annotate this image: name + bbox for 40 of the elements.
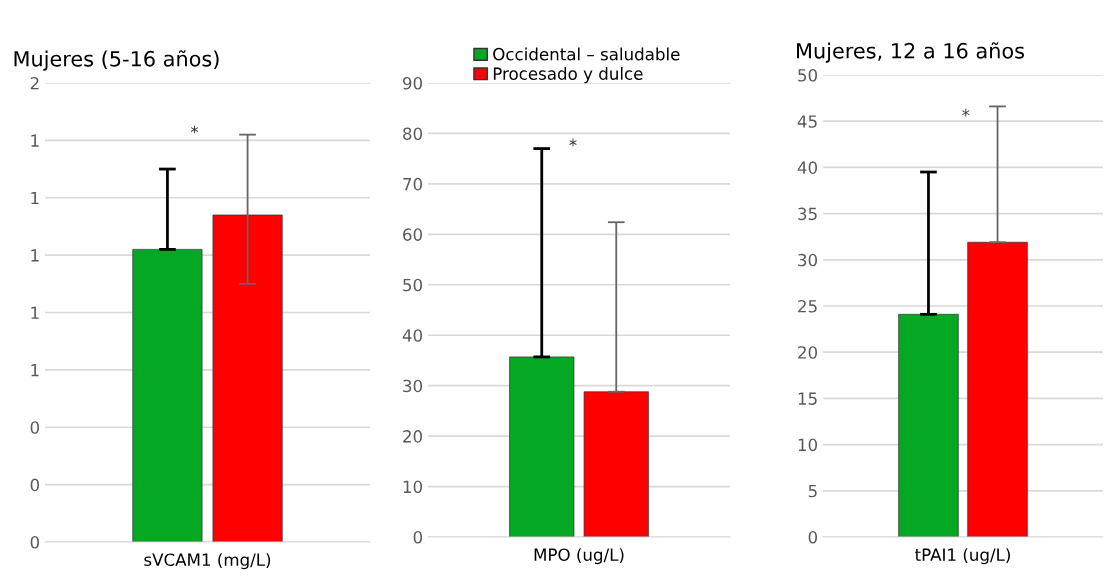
y-tick-label: 5 [808,484,817,498]
y-tick-label: 0 [30,478,40,492]
legend-label: Procesado y dulce [493,67,643,84]
chart-title: Mujeres (5-16 años) [14,50,219,71]
y-tick-label: 45 [797,115,817,128]
y-tick-label: 70 [403,177,423,191]
y-tick-label: 15 [798,392,817,405]
y-tick-label: 10 [403,480,423,494]
y-tick-label: 2 [30,76,39,90]
y-tick-label: 0 [30,421,40,434]
x-tick-label: sVCAM1 (mg/L) [144,553,271,570]
annotation: * [962,108,970,117]
y-tick-label: 40 [797,161,818,174]
y-tick-label: 40 [402,329,423,342]
y-tick-label: 50 [403,278,423,292]
y-tick-label: 20 [403,430,423,443]
legend-label: Occidental – saludable [493,47,680,61]
y-tick-label: 0 [808,530,818,544]
y-tick-label: 50 [798,68,818,82]
y-tick-label: 1 [31,134,39,147]
x-tick-label: MPO (ug/L) [534,548,624,565]
x-tick-label: tPAI1 (ug/L) [915,548,1010,565]
y-tick-label: 20 [798,346,818,359]
y-tick-label: 0 [30,535,40,549]
y-tick-label: 1 [31,364,39,377]
annotation: * [190,125,199,134]
y-tick-label: 1 [31,306,39,319]
y-tick-label: 35 [798,207,817,221]
y-tick-label: 60 [403,228,423,241]
y-tick-label: 30 [403,379,423,393]
y-tick-label: 0 [413,530,423,544]
y-tick-label: 80 [403,127,423,141]
chart-title: Mujeres, 12 a 16 años [797,42,1024,63]
y-tick-label: 1 [31,249,39,262]
y-tick-label: 10 [798,438,818,452]
y-tick-label: 90 [402,76,423,90]
y-tick-label: 25 [798,299,817,313]
y-tick-label: 1 [31,191,39,205]
y-tick-label: 30 [798,253,818,267]
annotation: * [569,138,577,147]
